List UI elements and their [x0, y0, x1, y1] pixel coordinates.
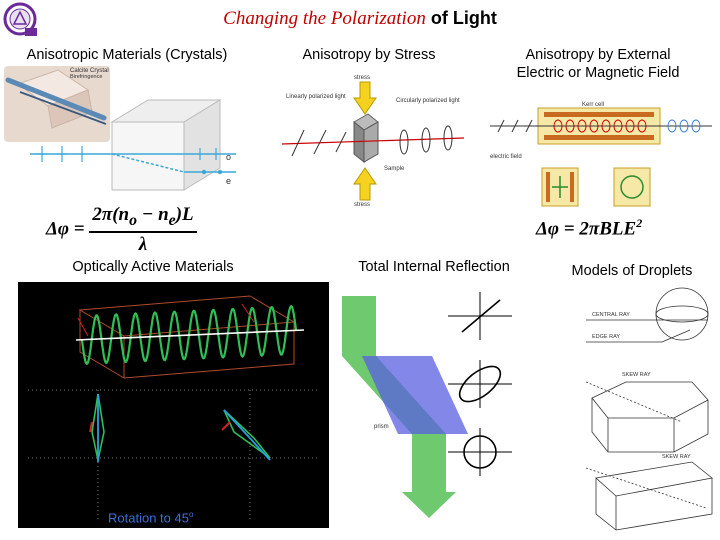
optical-panel: Rotation to 45o — [18, 282, 329, 528]
optical-caption: Rotation to 45o — [108, 510, 194, 526]
logo — [3, 2, 39, 38]
optical-axis — [75, 329, 305, 341]
title-italic: Changing the Polarization — [223, 8, 426, 29]
logo-icon — [3, 2, 37, 36]
ray-o-label: o — [226, 152, 231, 162]
crystal-formula: Δφ = 2π(no − ne)L λ — [46, 204, 197, 256]
electric-field-label: electric field — [490, 154, 522, 160]
droplet-cylinder — [595, 461, 713, 497]
sample-label: Sample — [384, 166, 405, 172]
svg-text:Birefringence: Birefringence — [70, 74, 102, 80]
prism-label: prism — [374, 424, 389, 430]
stress-beam — [281, 137, 465, 145]
skew-ray-label-1: SKEW RAY — [622, 372, 651, 378]
field-header-line2: Electric or Magnetic Field — [516, 65, 680, 81]
stress-arrow-bottom — [353, 167, 377, 201]
page-title: Changing the Polarization of Light — [0, 8, 720, 30]
linear-label: Linearly polarized light — [286, 94, 346, 100]
title-rest: of Light — [425, 8, 497, 28]
tir-diagram: prism — [336, 286, 546, 526]
crystals-header: Anisotropic Materials (Crystals) — [26, 47, 228, 63]
field-header-line1: Anisotropy by External — [525, 47, 671, 63]
field-header: Anisotropy by External Electric or Magne… — [480, 46, 716, 82]
polarization-right — [223, 409, 271, 459]
crystal-inset-label: Calcite Crystal — [70, 68, 109, 74]
skew-ray-label-2: SKEW RAY — [662, 454, 691, 460]
field-box-right — [613, 167, 651, 207]
optical-header: Optically Active Materials — [72, 259, 234, 275]
ray-e-label: e — [226, 176, 231, 186]
tir-prism — [362, 356, 468, 434]
droplets-diagram: CENTRAL RAY EDGE RAY SKEW RAY SKEW RAY — [582, 282, 716, 532]
crystal-diagram: Calcite Crystal Birefringence o e — [0, 62, 260, 202]
stress-header: Anisotropy by Stress — [302, 47, 436, 63]
droplet-sphere — [655, 287, 709, 341]
tir-header: Total Internal Reflection — [358, 259, 510, 275]
circular-label: Circularly polarized light — [396, 98, 460, 104]
field-formula: Δφ = 2πBLE2 — [536, 216, 643, 240]
field-diagram: Kerr cell electric field — [486, 86, 718, 214]
stress-diagram: stress stress Linearly polarized light C… — [274, 72, 470, 208]
edge-ray-label: EDGE RAY — [592, 334, 620, 340]
tir-incident-beam — [342, 296, 376, 356]
droplet-hexagon — [591, 381, 709, 419]
central-ray-label: CENTRAL RAY — [592, 312, 630, 318]
tir-exit-arrow — [402, 434, 456, 518]
stress-bottom-label: stress — [354, 202, 370, 208]
tir-circle — [463, 435, 497, 469]
droplets-header: Models of Droplets — [571, 263, 693, 279]
tir-ellipse — [458, 365, 502, 403]
stress-arrow-top — [353, 81, 377, 115]
kerr-label: Kerr cell — [582, 102, 604, 108]
stress-top-label: stress — [354, 75, 370, 81]
